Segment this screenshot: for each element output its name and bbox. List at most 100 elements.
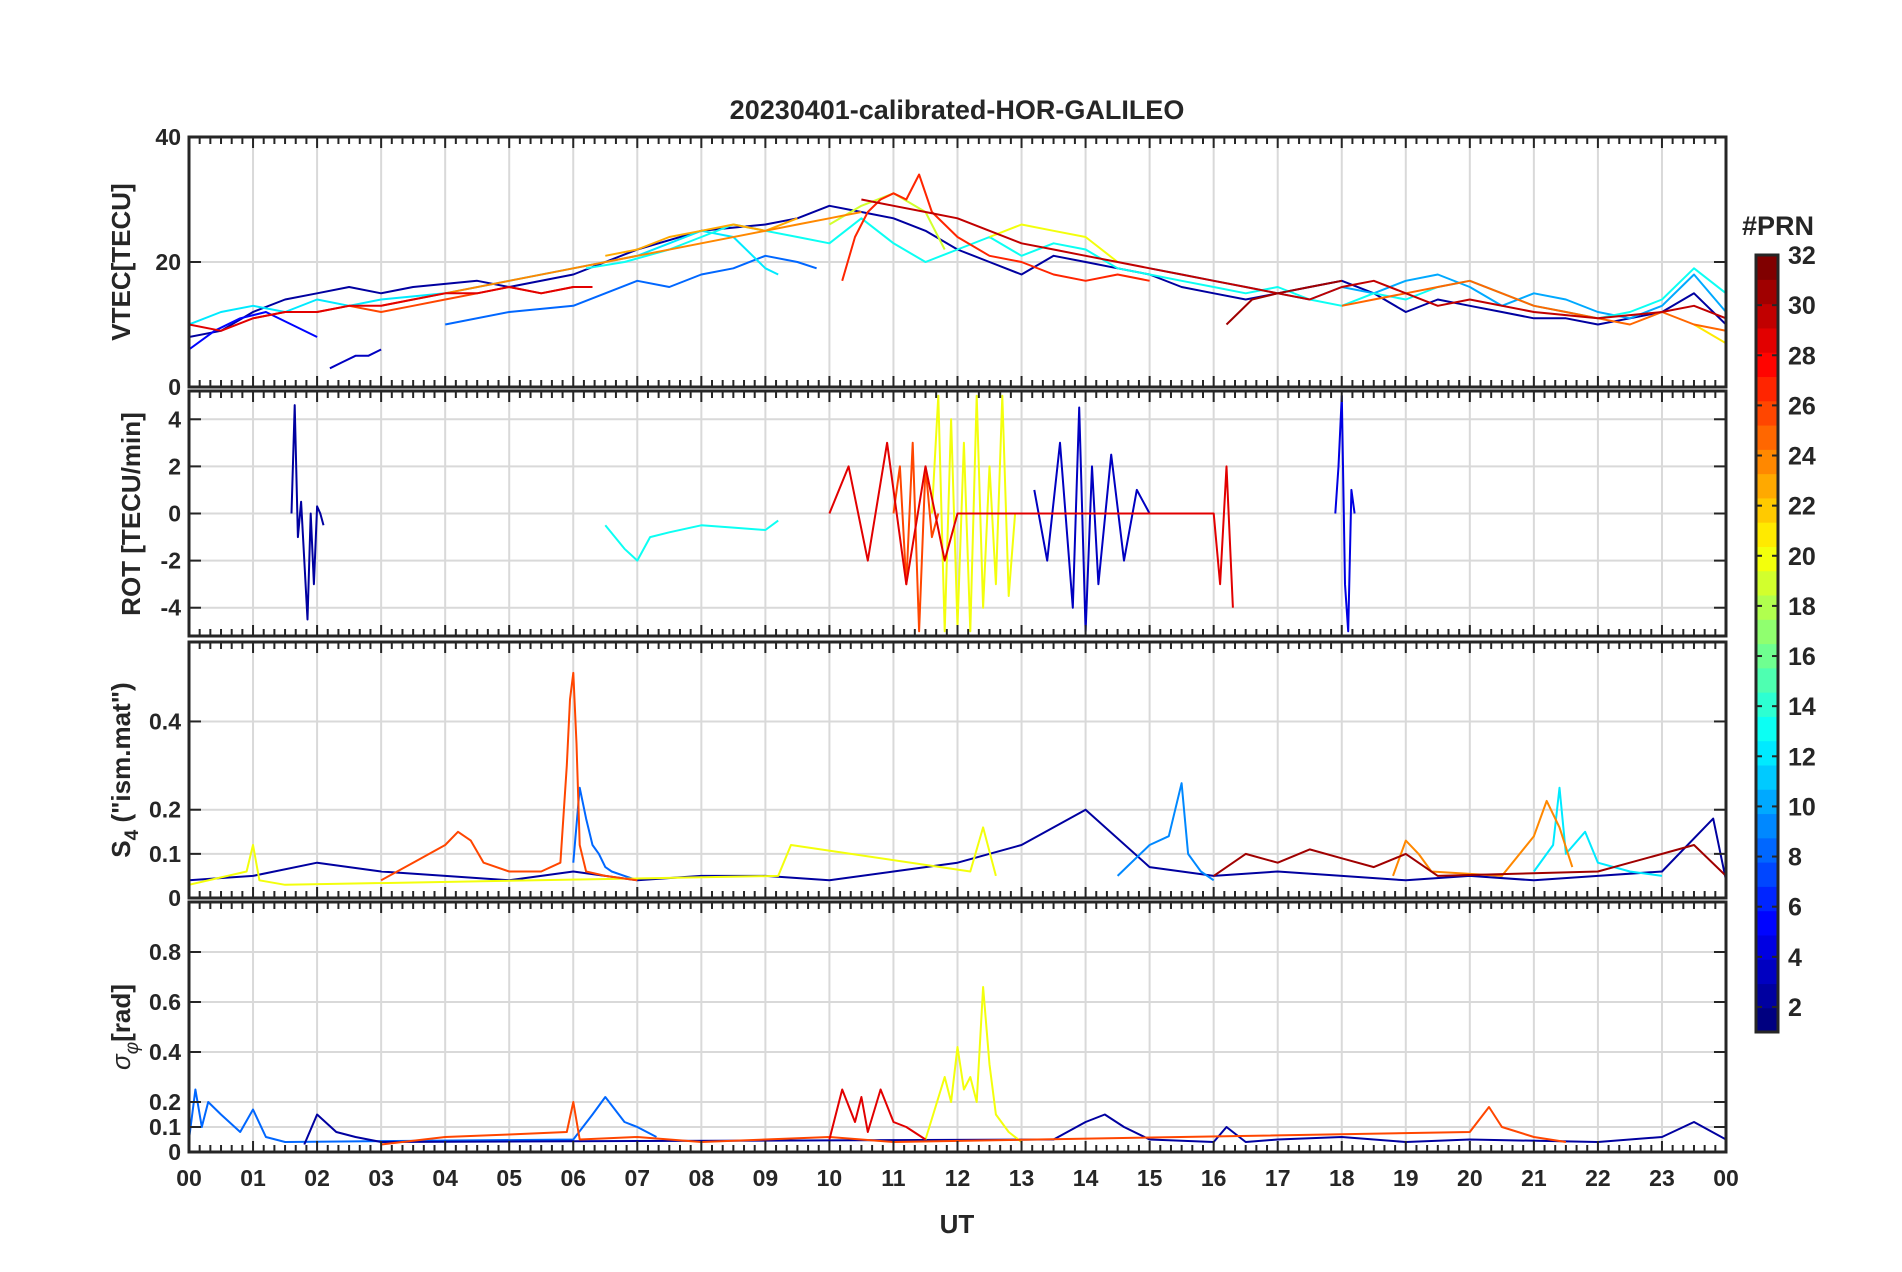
series-line: [380, 1101, 1567, 1146]
x-tick-label: 06: [560, 1165, 586, 1191]
series-line: [1033, 406, 1151, 633]
colorbar-frame: [1754, 253, 1780, 1034]
series-line: [861, 198, 1726, 320]
x-tick-label: 17: [1265, 1165, 1291, 1191]
x-tick-label: 10: [817, 1165, 843, 1191]
x-axis-label: UT: [940, 1209, 975, 1239]
y-tick-label: 0: [168, 374, 181, 400]
panel-vtec: 0 20 40 VTEC[TECU]: [106, 124, 1728, 400]
series-line: [329, 348, 382, 370]
colorbar-swatch: [1756, 813, 1778, 839]
colorbar-tick-label: 12: [1788, 743, 1816, 771]
panel-rot: -4 -2 0 2 4 ROT [TECU/min]: [116, 389, 1728, 638]
series-line: [380, 671, 638, 882]
x-tick-label: 14: [1073, 1165, 1099, 1191]
colorbar-tick-label: 4: [1788, 944, 1802, 972]
plot-frame: [187, 135, 1728, 389]
colorbar-swatch: [1756, 352, 1778, 378]
colorbar-swatch: [1756, 789, 1778, 815]
colorbar-swatch: [1756, 886, 1778, 912]
colorbar-tick-label: 10: [1788, 793, 1816, 821]
colorbar-tick-label: 8: [1788, 844, 1802, 872]
colorbar-swatch: [1756, 934, 1778, 960]
colorbar-swatch: [1756, 643, 1778, 669]
series-group: [189, 173, 1726, 370]
series-line: [604, 519, 779, 562]
x-tick-label: 11: [881, 1165, 906, 1191]
y-tick-label: 20: [155, 249, 181, 275]
colorbar-tick-label: 2: [1788, 994, 1802, 1022]
series-line: [189, 826, 997, 886]
colorbar-swatch: [1756, 279, 1778, 305]
x-tick-label: 07: [624, 1165, 650, 1191]
x-tick-label: 02: [304, 1165, 330, 1191]
colorbar-swatch: [1756, 594, 1778, 620]
colorbar-swatch: [1756, 327, 1778, 353]
x-tick-label: 18: [1329, 1165, 1355, 1191]
colorbar-swatch: [1756, 546, 1778, 572]
colorbar-swatch: [1756, 1007, 1778, 1033]
y-tick-label: 2: [168, 453, 181, 479]
y-tick-label: 0.1: [149, 841, 181, 867]
colorbar-tick-label: 30: [1788, 292, 1816, 320]
y-tick-label: 0: [168, 1139, 181, 1165]
colorbar-swatch: [1756, 667, 1778, 693]
colorbar-tick-label: 28: [1788, 342, 1816, 370]
x-tick-label: 05: [496, 1165, 522, 1191]
colorbar-tick-label: 26: [1788, 392, 1816, 420]
y-tick-label: 0.2: [149, 797, 181, 823]
colorbar-swatch: [1756, 497, 1778, 523]
series-line: [189, 311, 318, 351]
x-tick-label: 03: [368, 1165, 394, 1191]
colorbar-swatch: [1756, 764, 1778, 790]
x-tick-label: 20: [1457, 1165, 1483, 1191]
x-tick-label: 13: [1009, 1165, 1035, 1191]
y-axis-label: VTEC[TECU]: [106, 183, 136, 340]
colorbar-tick-label: 14: [1788, 693, 1816, 721]
series-line: [189, 286, 593, 332]
colorbar-swatch: [1756, 570, 1778, 596]
series-line: [989, 223, 1119, 263]
colorbar-tick-label: 16: [1788, 643, 1816, 671]
colorbar-tick-label: 32: [1788, 242, 1816, 270]
series-line: [1392, 799, 1574, 877]
colorbar-swatch: [1756, 255, 1778, 280]
series-line: [445, 254, 817, 326]
colorbar-swatch: [1756, 473, 1778, 499]
series-line: [189, 204, 1726, 338]
series-line: [189, 1088, 657, 1143]
panel-sigma-phi: 00.10.2 0.4 0.6 0.8σφ[rad] 00 01 02 03 04 05 06 07 0…: [106, 900, 1739, 1191]
colorbar-swatch: [1756, 522, 1778, 547]
x-tick-label: 23: [1649, 1165, 1675, 1191]
colorbar-tick-label: 24: [1788, 443, 1816, 471]
x-tick-label: 00: [176, 1165, 202, 1191]
y-tick-label: 0.1: [149, 1114, 181, 1140]
colorbar-swatch: [1756, 619, 1778, 645]
x-tick-label: 08: [689, 1165, 715, 1191]
y-tick-label: 0.4: [149, 1039, 181, 1065]
y-tick-label: -4: [161, 595, 182, 621]
x-tick-label: 22: [1585, 1165, 1611, 1191]
x-tick-label: 12: [945, 1165, 971, 1191]
series-line: [828, 1088, 927, 1141]
y-tick-label: 40: [155, 124, 181, 150]
colorbar-swatch: [1756, 376, 1778, 402]
x-tick-label: 09: [753, 1165, 779, 1191]
colorbar-swatch: [1756, 837, 1778, 863]
colorbar-swatch: [1756, 910, 1778, 936]
colorbar-tick-label: 20: [1788, 543, 1816, 571]
colorbar-swatch: [1756, 400, 1778, 426]
colorbar-tick-label: 22: [1788, 493, 1816, 521]
y-tick-label: 4: [168, 406, 181, 432]
y-tick-label: -2: [161, 548, 181, 574]
x-tick-label: 15: [1137, 1165, 1163, 1191]
series-group: [290, 394, 1356, 633]
y-tick-label: 0: [168, 501, 181, 527]
series-group: [189, 671, 1726, 886]
series-line: [892, 441, 940, 633]
colorbar-swatch: [1756, 424, 1778, 450]
series-line: [1334, 394, 1356, 633]
colorbar-tick-label: 6: [1788, 894, 1802, 922]
